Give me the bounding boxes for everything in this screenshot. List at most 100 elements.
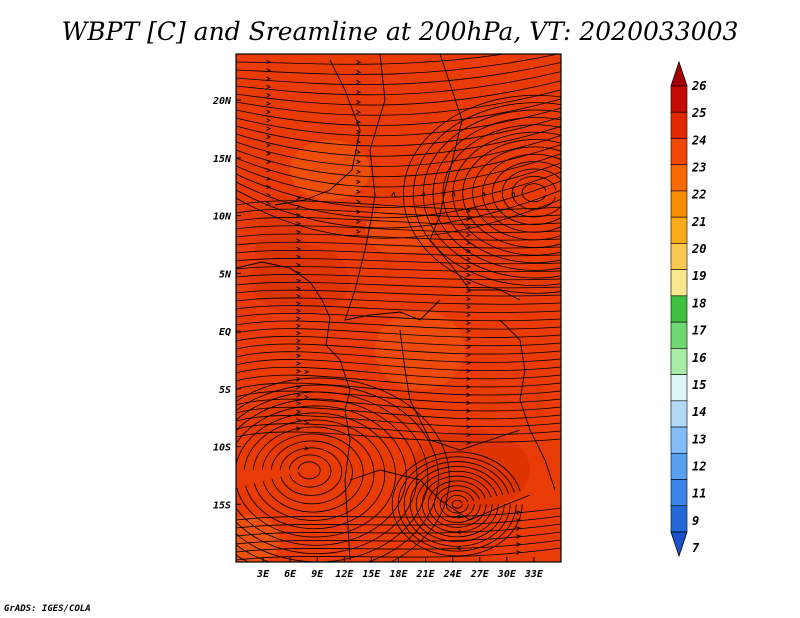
streamline: [261, 433, 364, 513]
colorbar-label: 20: [691, 242, 706, 256]
streamline: [236, 412, 396, 538]
streamline: [236, 225, 561, 233]
streamline-arrow: [466, 232, 472, 238]
streamline: [236, 320, 561, 330]
streamline: [442, 124, 561, 264]
streamline-arrow: [266, 126, 272, 131]
streamline: [236, 274, 561, 281]
streamline: [236, 374, 561, 388]
streamline-arrow: [466, 392, 472, 398]
streamline: [492, 161, 561, 225]
streamline-arrow: [304, 369, 310, 375]
streamline: [236, 189, 561, 229]
streamline: [236, 391, 429, 562]
colorbar-segment: [670, 190, 688, 218]
colorbar-top-arrow: [670, 60, 688, 87]
streamline: [236, 398, 418, 555]
colorbar-segment: [670, 400, 688, 428]
colorbar-label: 7: [692, 541, 700, 555]
streamline-arrow: [466, 328, 472, 334]
streamline-arrow: [356, 149, 362, 154]
streamline-arrow: [356, 169, 362, 174]
streamline: [236, 523, 561, 537]
lat-tick-label: 20N: [212, 96, 232, 107]
streamline: [236, 431, 561, 443]
latitude-axis: 20N 15N 10N 5N EQ 5S 10S 15S: [212, 96, 241, 511]
streamline: [236, 289, 561, 297]
streamline: [236, 266, 561, 273]
streamline-arrow: [296, 361, 302, 366]
streamline: [236, 547, 561, 561]
streamline: [521, 183, 547, 203]
streamline-arrow: [466, 320, 472, 326]
streamline: [236, 180, 561, 219]
colorbar-segment: [670, 452, 688, 480]
streamline: [236, 258, 561, 265]
lat-tick-label: 5S: [219, 385, 231, 396]
streamline: [236, 71, 561, 96]
streamline-arrow: [516, 534, 522, 539]
streamline: [236, 116, 561, 147]
colorbar-label: 21: [691, 215, 706, 229]
colorbar-segment: [670, 348, 688, 375]
streamline: [397, 456, 517, 552]
lat-tick-label: 15N: [213, 154, 232, 165]
streamline-arrow: [296, 353, 302, 359]
streamline-arrow: [466, 280, 472, 286]
streamline-arrow: [356, 219, 362, 224]
map-title: WBPT [C] and Sreamline at 200hPa, VT: 20…: [62, 17, 739, 46]
colorbar-label: 14: [692, 405, 706, 419]
longitude-axis: 3E 6E 9E 12E 15E 18E 21E 24E 27E 30E 33E: [256, 557, 544, 580]
streamline-arrow: [516, 550, 522, 555]
streamline-arrow: [466, 416, 472, 422]
lon-tick-label: 33E: [524, 569, 544, 580]
streamline: [445, 495, 469, 514]
border-line: [344, 54, 441, 321]
streamline: [236, 312, 561, 322]
country-borders: [236, 54, 556, 561]
border-line: [349, 469, 531, 521]
colorbar-segment: [670, 243, 688, 270]
streamline-arrow: [266, 134, 272, 140]
streamline-arrow: [466, 248, 472, 254]
colorbar-label: 13: [692, 432, 706, 446]
streamline-arrow: [296, 238, 302, 243]
streamline-arrow: [356, 60, 362, 65]
streamline-arrow: [356, 229, 362, 234]
streamline: [236, 135, 561, 167]
streamline-arrow: [466, 368, 472, 374]
streamline-arrow: [466, 432, 472, 438]
streamline-arrow: [356, 89, 362, 95]
streamline-arrow: [266, 68, 272, 73]
streamline-arrow: [451, 191, 456, 197]
streamline-arrow: [296, 286, 302, 291]
streamline: [236, 366, 561, 380]
streamline-arrow: [266, 76, 272, 81]
streamline: [236, 197, 561, 239]
streamline-arrow: [296, 393, 302, 398]
streamline-arrow: [266, 184, 272, 190]
streamline-arrow: [296, 221, 302, 227]
streamline-arrow: [296, 294, 302, 299]
streamline: [297, 461, 321, 480]
colorbar-segment: [670, 164, 688, 192]
streamline-arrow: [266, 118, 272, 123]
streamline: [236, 233, 561, 241]
colorbar-segment: [670, 295, 688, 323]
streamline: [236, 241, 561, 249]
streamline: [236, 539, 561, 553]
lon-tick-label: 21E: [416, 569, 436, 580]
border-line: [274, 59, 361, 206]
streamline: [236, 89, 561, 116]
lon-tick-label: 3E: [256, 569, 270, 580]
streamline: [236, 171, 561, 208]
streamline: [252, 426, 375, 521]
streamline-arrow: [266, 109, 272, 115]
streamline-arrow: [266, 93, 272, 98]
lon-tick-label: 15E: [362, 569, 381, 580]
streamline-arrow: [356, 70, 362, 75]
streamline-arrow: [296, 369, 302, 374]
colorbar-segment: [670, 505, 688, 533]
streamline-arrow: [466, 264, 472, 270]
